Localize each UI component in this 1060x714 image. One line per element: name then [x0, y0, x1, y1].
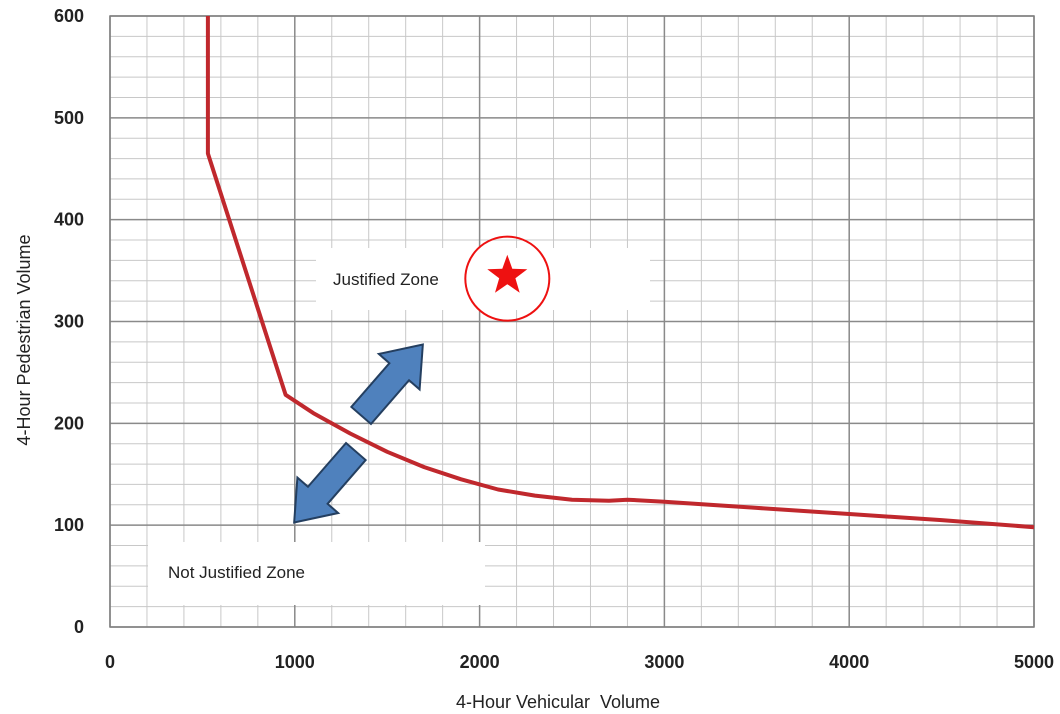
- plot-area: [109, 15, 1035, 628]
- x-tick-label: 2000: [460, 652, 500, 672]
- x-tick-label: 1000: [275, 652, 315, 672]
- y-axis-ticks: 0 100 200 300 400 500 600: [54, 6, 84, 637]
- marker-circle: [464, 235, 551, 322]
- y-tick-label: 400: [54, 210, 84, 230]
- x-axis-title: 4-Hour Vehicular Volume: [456, 692, 660, 712]
- y-tick-label: 200: [54, 413, 84, 433]
- y-axis-title: 4-Hour Pedestrian Volume: [14, 234, 34, 445]
- y-tick-label: 600: [54, 6, 84, 26]
- justified-zone-label: Justified Zone: [333, 270, 439, 289]
- x-tick-label: 3000: [644, 652, 684, 672]
- y-tick-label: 0: [74, 617, 84, 637]
- x-tick-label: 0: [105, 652, 115, 672]
- series-line: [205, 16, 1035, 530]
- x-axis-ticks: 0 1000 2000 3000 4000 5000: [105, 652, 1054, 672]
- not-justified-zone-label: Not Justified Zone: [168, 563, 305, 582]
- y-tick-label: 300: [54, 312, 84, 332]
- justified-zone-box: [316, 248, 650, 310]
- y-tick-label: 500: [54, 108, 84, 128]
- star-icon: [487, 254, 528, 293]
- not-justified-zone-box: [148, 542, 485, 605]
- x-tick-label: 5000: [1014, 652, 1054, 672]
- y-tick-label: 100: [54, 515, 84, 535]
- down-arrow: [293, 441, 368, 524]
- up-arrow: [349, 343, 424, 426]
- x-tick-label: 4000: [829, 652, 869, 672]
